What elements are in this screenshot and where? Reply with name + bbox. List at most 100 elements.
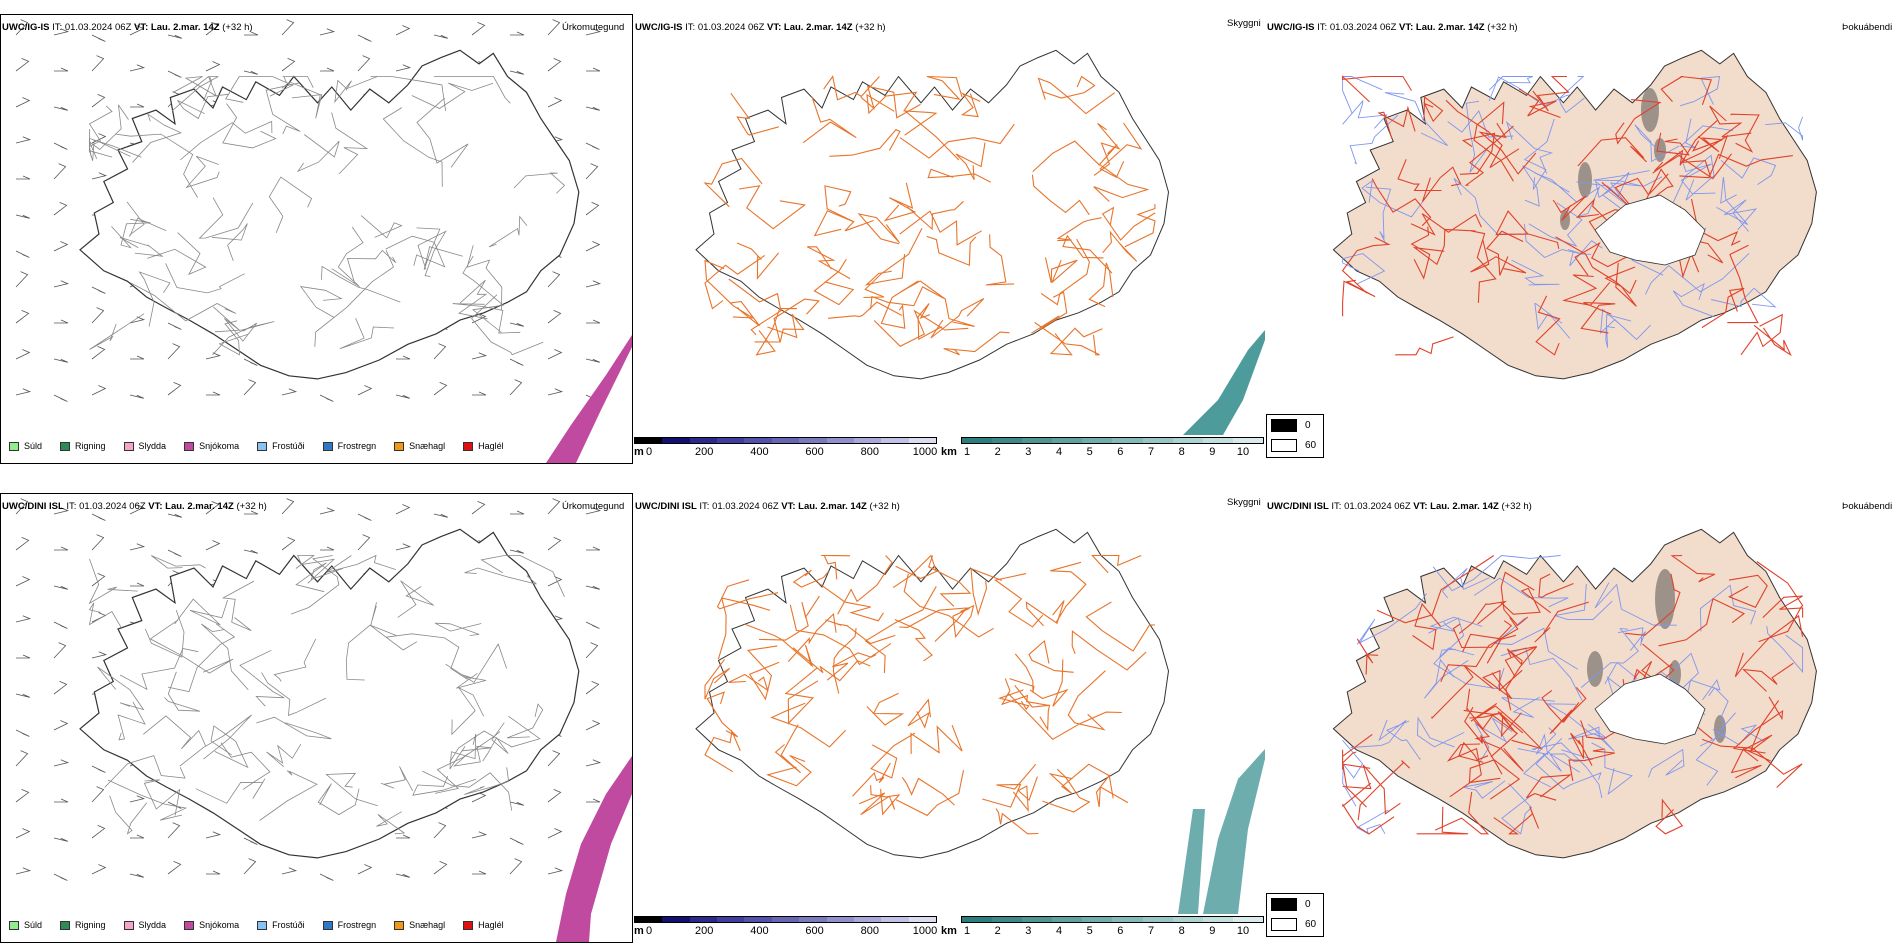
line-segment	[955, 142, 986, 181]
wind-barb	[15, 214, 30, 219]
line-segment	[1605, 314, 1632, 348]
scale-tick-label: 600	[805, 446, 824, 458]
wind-barb	[130, 582, 145, 587]
visibility-colorbar	[961, 437, 1264, 444]
line-segment	[339, 318, 395, 350]
line-segment	[326, 554, 397, 573]
wind-barb	[15, 58, 30, 72]
line-segment	[195, 778, 266, 804]
wind-barb	[15, 19, 29, 36]
wind-barb	[53, 507, 70, 515]
colorbar-segment	[1052, 438, 1083, 443]
precip-legend-item: Snjókoma	[184, 441, 239, 451]
line-segment	[164, 671, 201, 712]
line-segment	[1356, 593, 1428, 645]
line-segment	[1102, 230, 1138, 262]
wind-barb	[547, 19, 561, 36]
line-segment	[766, 754, 812, 787]
line-segment	[506, 703, 544, 739]
scale-tick-label: 1	[963, 446, 971, 458]
wind-barb	[433, 343, 447, 360]
line-segment	[1634, 124, 1680, 163]
colorbar-segment	[1022, 917, 1053, 922]
line-segment	[899, 210, 982, 246]
wind-barb	[433, 861, 448, 875]
wind-barb	[15, 537, 30, 551]
line-segment	[1478, 122, 1537, 175]
line-segment	[1580, 628, 1639, 688]
road-network	[704, 554, 1156, 835]
precip-legend-item: Frostregn	[322, 920, 376, 930]
colorbar-segment	[771, 917, 800, 922]
line-segment	[198, 197, 254, 239]
colorbar-segment	[717, 917, 745, 922]
line-segment	[88, 558, 138, 605]
line-segment	[1357, 760, 1411, 821]
wind-barb	[53, 720, 69, 731]
line-segment	[1648, 748, 1685, 778]
colorbar-segment	[1202, 917, 1233, 922]
line-segment	[1615, 99, 1662, 145]
colorbar-segment	[635, 917, 663, 922]
fog-blob	[1654, 138, 1666, 162]
colorbar-segment	[962, 438, 993, 443]
line-segment	[894, 618, 933, 662]
wind-barb	[320, 546, 335, 551]
wind-barb	[205, 501, 220, 515]
legend-swatch	[184, 920, 195, 930]
line-segment	[1500, 587, 1552, 615]
line-segment	[1534, 172, 1601, 217]
line-segment	[1062, 234, 1113, 274]
wind-barb	[129, 504, 145, 515]
line-segment	[1463, 688, 1495, 730]
line-segment	[823, 75, 880, 101]
line-segment	[1044, 257, 1078, 283]
line-segment	[434, 622, 482, 636]
wind-barb	[53, 106, 68, 111]
precip-map	[15, 19, 632, 463]
line-segment	[866, 692, 905, 726]
line-segment	[1523, 751, 1562, 788]
wind-barb	[472, 870, 487, 875]
legend-label: Rigning	[75, 441, 106, 451]
scale-tick-label: 200	[695, 925, 714, 937]
line-segment	[1050, 561, 1087, 623]
colorbar-segment	[826, 438, 854, 443]
wind-barb	[15, 750, 29, 767]
line-segment	[331, 112, 369, 175]
line-segment	[1734, 614, 1804, 678]
colorbar-segment	[1232, 438, 1263, 443]
line-segment	[1501, 696, 1556, 718]
line-segment	[213, 306, 258, 342]
wind-barb	[243, 379, 257, 396]
line-segment	[770, 702, 846, 748]
line-segment	[1695, 712, 1736, 786]
line-segment	[1562, 274, 1611, 306]
line-segment	[910, 725, 963, 754]
line-segment	[143, 779, 181, 816]
line-segment	[825, 619, 896, 645]
legend-swatch	[9, 441, 19, 451]
line-segment	[1469, 712, 1519, 758]
line-segment	[784, 667, 819, 725]
line-segment	[1009, 653, 1035, 693]
legend-swatch	[322, 920, 333, 930]
line-segment	[370, 602, 418, 651]
line-segment	[1670, 554, 1716, 583]
line-segment	[1342, 99, 1388, 129]
line-segment	[380, 766, 414, 792]
line-segment	[1088, 262, 1114, 308]
line-segment	[416, 97, 469, 168]
precip-legend-item: Snjókoma	[184, 920, 239, 930]
visibility-map	[695, 528, 1265, 914]
wind-barb	[585, 28, 602, 36]
row-title-fog: UWC/IG-IS IT: 01.03.2024 06Z VT: Lau. 2.…	[1267, 22, 1518, 33]
line-segment	[282, 76, 314, 88]
line-segment	[1085, 601, 1156, 652]
line-segment	[899, 607, 968, 642]
wind-barb	[167, 382, 182, 396]
wind-barb	[586, 319, 601, 324]
line-segment	[864, 586, 937, 674]
line-segment	[1511, 259, 1560, 286]
wind-barb	[471, 352, 488, 360]
